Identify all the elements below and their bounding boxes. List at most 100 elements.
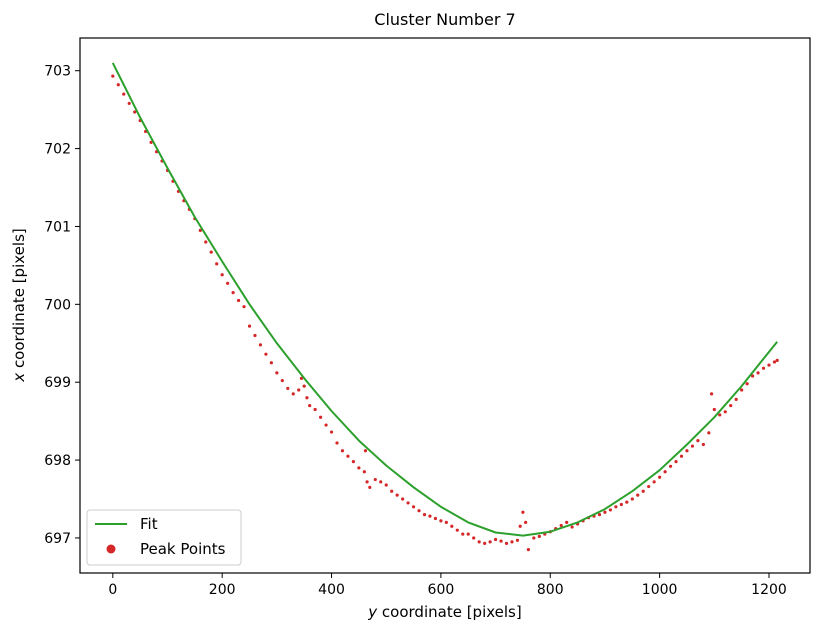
peak-point xyxy=(127,101,131,106)
peak-point xyxy=(712,407,716,412)
peak-point xyxy=(363,449,368,453)
y-tick-label: 697 xyxy=(44,531,71,547)
x-tick-label: 200 xyxy=(209,582,236,598)
peak-point xyxy=(504,541,509,546)
peak-point xyxy=(365,480,369,484)
y-axis-label-text: coordinate [pixels] xyxy=(10,228,28,373)
peak-point xyxy=(674,460,678,464)
peak-point xyxy=(565,520,569,524)
legend-peak-points-swatch xyxy=(106,544,116,554)
peak-point xyxy=(422,512,427,517)
peak-point xyxy=(204,240,208,244)
peak-points-series xyxy=(111,74,779,552)
peak-point xyxy=(537,534,541,538)
plot-frame xyxy=(79,37,811,574)
peak-point xyxy=(729,403,733,408)
peak-point xyxy=(340,449,345,453)
peak-point xyxy=(668,464,673,468)
peak-point xyxy=(630,497,634,501)
peak-point xyxy=(723,410,727,414)
chart-title: Cluster Number 7 xyxy=(374,10,515,29)
peak-point xyxy=(318,415,323,419)
y-tick-label: 703 xyxy=(44,64,71,80)
peak-point xyxy=(772,360,777,364)
peak-point xyxy=(433,516,438,521)
peak-point xyxy=(477,540,481,544)
peak-point xyxy=(663,470,667,474)
peak-point xyxy=(526,548,530,552)
peak-point xyxy=(226,281,230,285)
legend: Fit Peak Points xyxy=(86,509,242,566)
x-axis-label: y coordinate [pixels] xyxy=(367,603,521,621)
peak-point xyxy=(734,397,738,401)
peak-point xyxy=(493,537,498,542)
peak-point xyxy=(709,392,714,396)
peak-point xyxy=(532,536,536,540)
peak-point xyxy=(116,83,120,87)
peak-point xyxy=(488,540,492,544)
peak-point xyxy=(313,407,317,412)
peak-point xyxy=(455,528,459,532)
peak-point xyxy=(297,388,301,392)
peak-point xyxy=(518,524,522,528)
peak-point xyxy=(619,502,623,507)
peak-point xyxy=(269,361,273,365)
peak-point xyxy=(324,423,328,427)
peak-point xyxy=(417,509,421,513)
x-tick-label: 0 xyxy=(108,582,117,598)
y-axis-label-variable: x xyxy=(10,373,28,383)
peak-point xyxy=(701,442,705,447)
y-axis: 697 698 699 700 701 702 703 xyxy=(44,64,80,547)
peak-point xyxy=(444,520,448,524)
peak-point xyxy=(406,501,410,505)
y-tick-label: 699 xyxy=(44,375,71,391)
peak-point xyxy=(401,497,405,501)
x-axis-label-variable: y xyxy=(367,603,378,621)
peak-point xyxy=(280,379,284,383)
peak-point xyxy=(346,454,350,458)
peak-point xyxy=(767,363,771,367)
peak-point xyxy=(384,483,388,487)
peak-point xyxy=(242,305,246,309)
peak-point xyxy=(761,366,766,370)
fit-series xyxy=(111,62,778,537)
peak-point xyxy=(428,514,432,518)
peak-point xyxy=(603,510,607,514)
legend-fit-label: Fit xyxy=(140,515,158,533)
peak-point xyxy=(718,413,722,417)
peak-point xyxy=(149,140,153,144)
peak-point xyxy=(608,508,613,512)
peak-point xyxy=(111,74,115,78)
x-tick-label: 1000 xyxy=(642,582,678,598)
x-tick-label: 1200 xyxy=(751,582,787,598)
peak-point xyxy=(258,343,263,347)
peak-point xyxy=(647,484,651,489)
peak-point xyxy=(696,439,700,443)
plot-area xyxy=(111,62,779,552)
peak-point xyxy=(264,352,268,356)
peak-point xyxy=(658,475,662,479)
peak-point xyxy=(466,532,470,536)
peak-point xyxy=(521,510,525,514)
peak-point xyxy=(335,441,339,445)
peak-point xyxy=(305,396,309,400)
peak-point xyxy=(745,382,749,386)
peak-point xyxy=(499,539,503,543)
peak-point xyxy=(357,466,361,470)
peak-point xyxy=(368,485,372,489)
peak-point xyxy=(775,358,779,363)
legend-peak-points-label: Peak Points xyxy=(140,540,226,558)
peak-point xyxy=(461,532,465,536)
peak-point xyxy=(740,388,744,392)
peak-point xyxy=(756,371,760,375)
x-axis-label-text: coordinate [pixels] xyxy=(377,603,522,621)
peak-point xyxy=(253,333,257,338)
peak-point xyxy=(679,454,684,458)
peak-point xyxy=(215,262,219,266)
peak-point xyxy=(286,386,290,391)
peak-point xyxy=(439,519,443,523)
peak-point xyxy=(636,493,640,497)
peak-point xyxy=(220,273,224,277)
peak-point xyxy=(625,500,629,504)
